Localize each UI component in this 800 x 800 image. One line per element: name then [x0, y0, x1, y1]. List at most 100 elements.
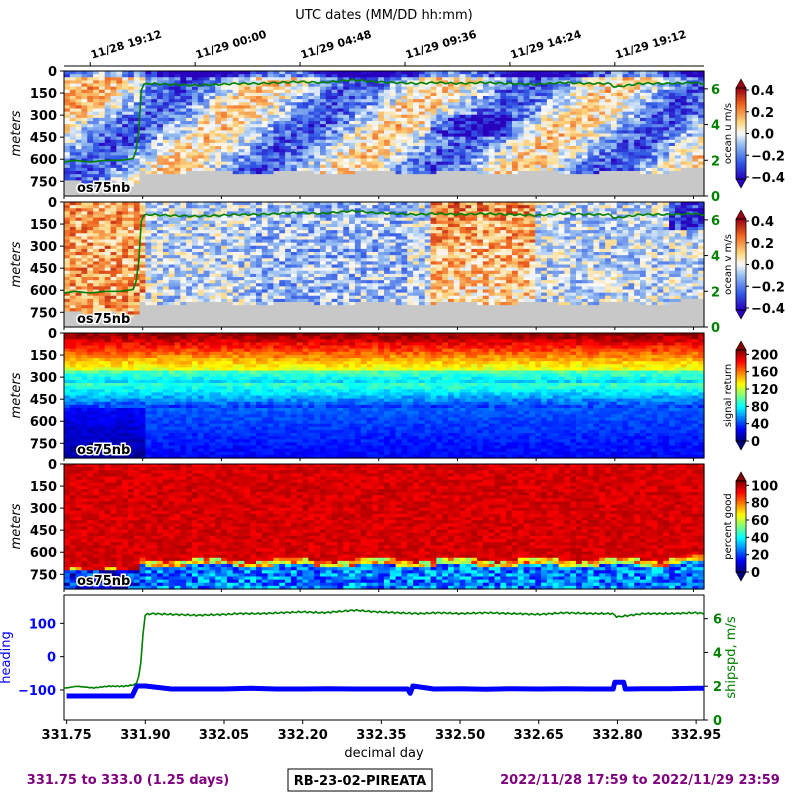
heatmap-cell	[418, 142, 426, 147]
heatmap-cell	[453, 152, 461, 156]
heatmap-cell	[448, 117, 455, 122]
heatmap-cell	[180, 92, 187, 97]
heatmap-cell	[203, 192, 211, 197]
heatmap-cell	[64, 180, 71, 185]
heatmap-cell	[413, 71, 420, 75]
heatmap-cell	[203, 146, 211, 150]
heatmap-cell	[145, 77, 152, 81]
heatmap-cell	[250, 139, 257, 144]
heatmap-cell	[151, 174, 158, 178]
heatmap-cell	[226, 130, 234, 135]
heatmap-cell	[471, 114, 478, 119]
heatmap-cell	[75, 124, 83, 128]
heatmap-cell	[325, 130, 333, 135]
heatmap-cell	[430, 136, 437, 141]
heatmap-cell	[267, 133, 275, 138]
heatmap-cell	[250, 108, 257, 113]
heatmap-cell	[93, 105, 100, 110]
heatmap-cell	[384, 102, 391, 106]
heatmap-cell	[186, 133, 193, 138]
heatmap-cell	[395, 142, 403, 147]
heatmap-cell	[418, 124, 426, 128]
heatmap-cell	[226, 111, 234, 116]
heatmap-cell	[482, 114, 490, 119]
heatmap-cell	[197, 74, 205, 78]
heatmap-cell	[389, 158, 397, 163]
heatmap-cell	[226, 158, 234, 163]
heatmap-cell	[279, 180, 286, 185]
heatmap-cell	[75, 99, 83, 103]
heatmap-cell	[337, 174, 344, 178]
heatmap-cell	[261, 86, 269, 91]
heatmap-cell	[256, 99, 263, 103]
heatmap-cell	[186, 77, 193, 81]
heatmap-cell	[104, 74, 112, 78]
heatmap-cell	[267, 74, 275, 78]
heatmap-cell	[384, 117, 391, 122]
heatmap-cell	[203, 74, 211, 78]
heatmap-cell	[139, 183, 147, 188]
heatmap-cell	[116, 111, 123, 116]
heatmap-cell	[325, 180, 333, 185]
heatmap-cell	[418, 111, 426, 116]
heatmap-cell	[337, 186, 344, 191]
heatmap-cell	[226, 192, 234, 197]
heatmap-cell	[378, 92, 385, 97]
heatmap-cell	[93, 83, 100, 88]
heatmap-cell	[320, 164, 327, 169]
heatmap-cell	[215, 74, 222, 78]
heatmap-cell	[238, 71, 245, 75]
heatmap-cell	[226, 92, 234, 97]
heatmap-cell	[378, 71, 385, 75]
heatmap-cell	[482, 102, 490, 106]
heatmap-cell	[424, 99, 432, 103]
heatmap-cell	[232, 146, 240, 150]
heatmap-cell	[256, 180, 263, 185]
heatmap-cell	[192, 149, 199, 153]
heatmap-cell	[122, 117, 129, 122]
heatmap-cell	[104, 189, 112, 194]
heatmap-cell	[250, 164, 257, 169]
heatmap-cell	[331, 155, 339, 160]
heatmap-cell	[459, 142, 467, 147]
heatmap-cell	[232, 127, 240, 131]
heatmap-cell	[448, 111, 455, 116]
heatmap-cell	[122, 161, 129, 166]
heatmap-cell	[325, 121, 333, 125]
heatmap-cell	[81, 152, 88, 156]
heatmap-cell	[354, 130, 362, 135]
heatmap-cell	[203, 183, 211, 188]
heatmap-cell	[488, 139, 496, 144]
heatmap-cell	[104, 155, 112, 160]
heatmap-cell	[256, 183, 263, 188]
heatmap-cell	[232, 102, 240, 106]
heatmap-cell	[471, 117, 478, 122]
heatmap-cell	[477, 183, 484, 188]
heatmap-cell	[285, 136, 292, 141]
heatmap-cell	[133, 171, 141, 175]
heatmap-cell	[174, 92, 181, 97]
heatmap-cell	[221, 161, 228, 166]
heatmap-cell	[145, 114, 152, 119]
heatmap-cell	[413, 80, 420, 85]
heatmap-cell	[215, 161, 222, 166]
heatmap-cell	[174, 139, 181, 144]
heatmap-cell	[325, 111, 333, 116]
heatmap-cell	[75, 96, 83, 100]
heatmap-cell	[180, 127, 187, 131]
heatmap-cell	[325, 149, 333, 153]
heatmap-cell	[157, 108, 164, 113]
heatmap-cell	[314, 149, 321, 153]
heatmap-cell	[261, 133, 269, 138]
heatmap-cell	[477, 189, 484, 194]
heatmap-cell	[122, 192, 129, 197]
heatmap-cell	[366, 99, 373, 103]
heatmap-cell	[325, 86, 333, 91]
heatmap-cell	[226, 146, 234, 150]
heatmap-cell	[174, 77, 181, 81]
heatmap-cell	[285, 149, 292, 153]
heatmap-cell	[465, 86, 472, 91]
heatmap-cell	[180, 152, 187, 156]
heatmap-cell	[180, 96, 187, 100]
heatmap-cell	[465, 183, 472, 188]
